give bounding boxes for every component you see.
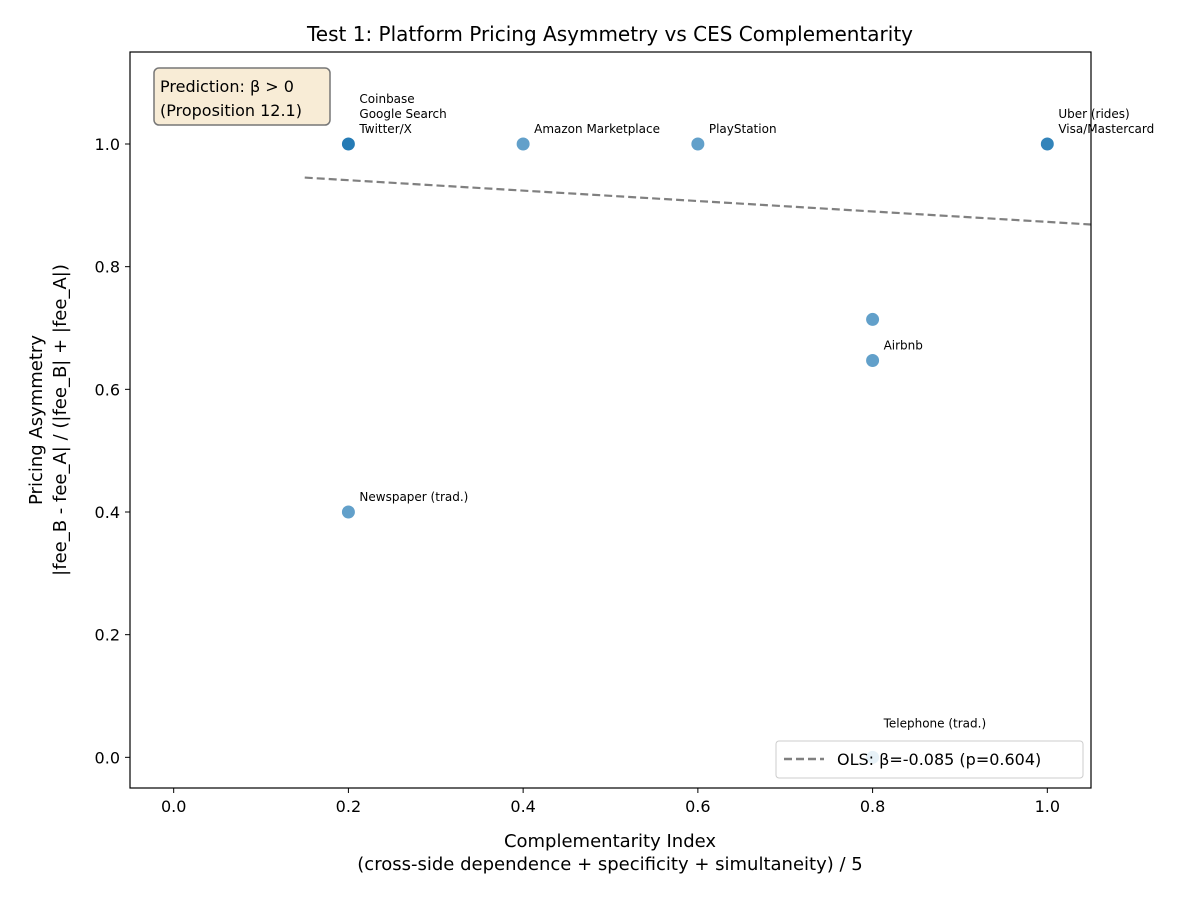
data-point — [1039, 136, 1055, 152]
x-tick-label: 0.0 — [161, 797, 186, 816]
y-tick-label: 0.4 — [95, 503, 120, 522]
point-label: PlayStation — [709, 122, 777, 136]
y-axis-label: Pricing Asymmetry — [26, 335, 47, 505]
data-point — [690, 136, 706, 152]
x-axis-label-line2: (cross-side dependence + specificity + s… — [357, 854, 862, 875]
annotation-line1: Prediction: β > 0 — [160, 77, 294, 96]
y-tick-label: 0.2 — [95, 626, 120, 645]
point-label: Amazon Marketplace — [534, 122, 660, 136]
data-point — [865, 311, 881, 327]
point-label: Visa/Mastercard — [1058, 122, 1154, 136]
y-tick-label: 1.0 — [95, 135, 120, 154]
y-tick-label: 0.8 — [95, 258, 120, 277]
data-point — [865, 353, 881, 369]
x-tick-label: 0.4 — [510, 797, 535, 816]
y-tick-label: 0.0 — [95, 748, 120, 767]
point-label: Airbnb — [884, 339, 923, 353]
point-label: Coinbase — [359, 92, 414, 106]
data-point — [340, 504, 356, 520]
point-label: Telephone (trad.) — [883, 716, 987, 730]
point-label: Twitter/X — [358, 122, 411, 136]
point-label: Newspaper (trad.) — [359, 490, 468, 504]
data-point — [515, 136, 531, 152]
x-tick-label: 0.2 — [336, 797, 361, 816]
chart-title: Test 1: Platform Pricing Asymmetry vs CE… — [306, 22, 913, 46]
y-axis-label-line2: |fee_B - fee_A| / (|fee_B| + |fee_A|) — [50, 264, 71, 576]
y-tick-label: 0.6 — [95, 380, 120, 399]
point-label: Google Search — [359, 107, 446, 121]
legend: OLS: β=-0.085 (p=0.604) — [775, 740, 1084, 779]
legend-label: OLS: β=-0.085 (p=0.604) — [837, 750, 1041, 769]
annotation-line2: (Proposition 12.1) — [160, 101, 302, 120]
point-label: Uber (rides) — [1058, 107, 1129, 121]
x-tick-label: 0.8 — [860, 797, 885, 816]
x-axis-label: Complementarity Index — [504, 831, 716, 852]
ols-fit-line — [304, 176, 1092, 226]
annotation-box: Prediction: β > 0 (Proposition 12.1) — [153, 67, 331, 126]
x-tick-label: 0.6 — [685, 797, 710, 816]
data-point — [340, 136, 356, 152]
plot-frame — [129, 51, 1092, 789]
x-tick-label: 1.0 — [1035, 797, 1060, 816]
